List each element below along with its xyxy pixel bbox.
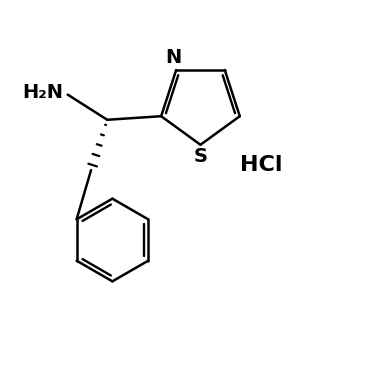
Text: HCl: HCl [240,154,283,174]
Text: N: N [165,48,181,67]
Text: S: S [193,147,207,166]
Text: H₂N: H₂N [22,83,64,102]
